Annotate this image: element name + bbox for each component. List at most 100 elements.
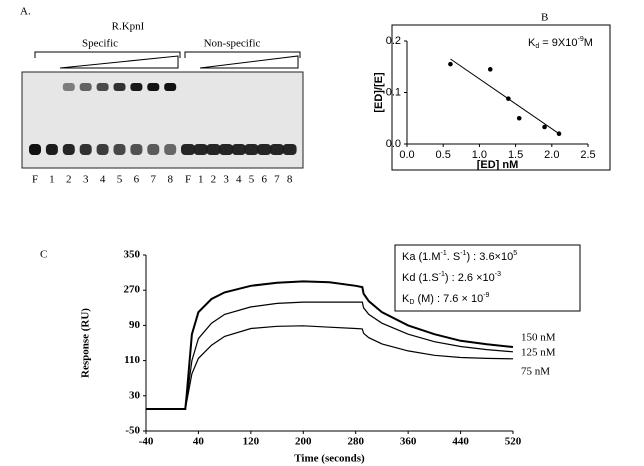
x-axis-label: [ED] nM — [477, 159, 519, 171]
lane-label: F — [185, 174, 191, 186]
lane-label: 7 — [274, 174, 280, 186]
text-part: -1 — [441, 250, 447, 257]
series-label: 150 nM — [521, 332, 556, 344]
group-label: Non-specific — [204, 38, 261, 50]
x-axis-label: Time (seconds) — [294, 453, 365, 465]
y-tick-label: 110 — [124, 354, 140, 366]
band — [206, 144, 221, 155]
lane-label: 2 — [66, 174, 72, 186]
y-tick-label: 0.2 — [386, 35, 401, 47]
band — [45, 144, 58, 155]
x-tick-label: 360 — [400, 436, 417, 448]
lane-label: 1 — [49, 174, 55, 186]
axis-line — [406, 41, 588, 145]
point — [556, 131, 562, 136]
y-tick-label: 30 — [129, 389, 141, 401]
x-tick-label: 0.5 — [436, 149, 451, 161]
gel-bands — [29, 83, 297, 155]
point — [448, 61, 453, 67]
point — [516, 115, 522, 121]
band — [113, 144, 126, 155]
lane-label: 3 — [223, 174, 229, 186]
point — [506, 96, 511, 101]
point — [542, 124, 547, 130]
band — [231, 144, 246, 155]
y-axis-label: [ED]/[E] — [373, 72, 385, 113]
band — [164, 83, 177, 91]
text-part: . S — [447, 251, 460, 263]
lane-label: F — [32, 174, 38, 186]
band — [147, 144, 160, 155]
gel-title: R.KpnI — [112, 21, 145, 33]
lane-label: 4 — [236, 174, 242, 186]
lane-label: 8 — [167, 174, 173, 186]
x-tick-label: 520 — [505, 436, 522, 448]
x-tick-label: 0.0 — [399, 149, 414, 161]
band — [269, 144, 284, 155]
text-part: -1 — [439, 271, 445, 278]
group-label: Specific — [82, 38, 118, 50]
x-tick-label: 1.0 — [472, 149, 487, 161]
x-tick-label: 280 — [347, 436, 364, 448]
x-tick-label: -40 — [139, 436, 154, 448]
y-tick-label: -50 — [125, 425, 140, 437]
text-part: -3 — [495, 271, 501, 278]
point — [487, 67, 493, 72]
panel-frame — [391, 24, 611, 171]
lane-label: 7 — [151, 174, 157, 186]
lane-label: 5 — [117, 174, 123, 186]
text-part: ) : 2.6 ×10 — [445, 272, 495, 284]
band — [181, 144, 195, 155]
series-label: 125 nM — [521, 347, 556, 359]
y-tick-label: 0.0 — [386, 138, 401, 150]
text-part: K — [528, 37, 536, 49]
band — [96, 144, 109, 155]
y-tick-label: 90 — [129, 319, 141, 331]
response-curve — [146, 301, 514, 410]
x-tick-label: 40 — [193, 436, 205, 448]
band — [244, 144, 259, 155]
lane-label: 3 — [83, 174, 89, 186]
band — [130, 144, 143, 155]
band — [96, 83, 109, 91]
text-part: d — [535, 43, 539, 50]
band — [29, 144, 41, 155]
x-tick-label: 440 — [452, 436, 469, 448]
series-label: 75 nM — [521, 366, 550, 378]
rich-text: Ka (1.M-1. S-1) : 3.6×105 — [402, 250, 517, 263]
constants-box — [394, 244, 581, 312]
y-tick-label: 350 — [124, 249, 141, 261]
x-tick-label: 2.0 — [544, 149, 559, 161]
response-curve — [146, 280, 514, 410]
band — [193, 144, 208, 155]
band — [219, 144, 234, 155]
band — [79, 83, 92, 91]
rich-text: Kd = 9X10-9M — [528, 36, 593, 50]
text-part: -1 — [460, 250, 466, 257]
rich-text: KD (M) : 7.6 × 10-9 — [402, 292, 490, 306]
text-part: = 9X10 — [539, 37, 577, 49]
text-part: 5 — [513, 250, 517, 257]
panel-label: B — [541, 12, 548, 24]
panel-label: C — [40, 249, 47, 261]
band — [257, 144, 272, 155]
text-part: K — [402, 293, 410, 305]
y-tick-label: 270 — [124, 284, 141, 296]
bracket — [34, 51, 301, 58]
x-tick-label: 2.5 — [580, 149, 595, 161]
text-part: Ka (1.M — [402, 251, 441, 263]
panel-label: A. — [20, 6, 31, 18]
band — [62, 144, 75, 155]
text-part: D — [409, 299, 414, 306]
band — [282, 144, 297, 155]
band — [164, 144, 177, 155]
response-curve — [146, 325, 514, 410]
lane-label: 4 — [100, 174, 106, 186]
lane-label: 6 — [261, 174, 267, 186]
lane-label: 8 — [287, 174, 293, 186]
gradient-wedge — [59, 55, 179, 69]
band — [62, 83, 75, 91]
x-tick-label: 200 — [295, 436, 312, 448]
gradient-wedge — [199, 55, 299, 69]
